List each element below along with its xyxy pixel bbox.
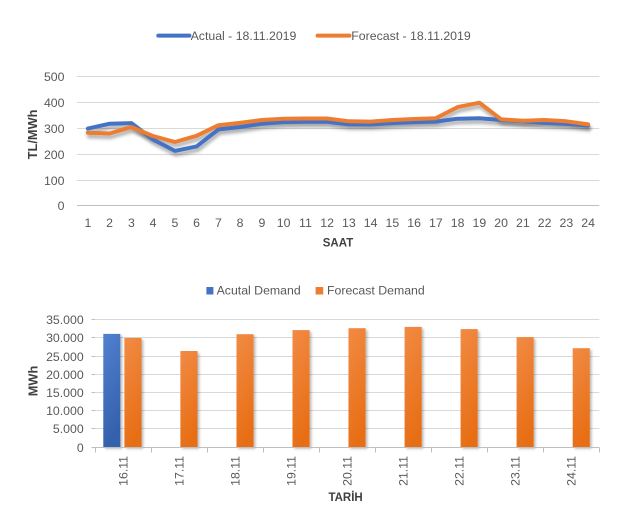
svg-text:Actual - 18.11.2019: Actual - 18.11.2019 bbox=[191, 29, 297, 43]
svg-text:9: 9 bbox=[258, 216, 265, 230]
svg-text:MWh: MWh bbox=[26, 366, 41, 397]
svg-text:200: 200 bbox=[44, 148, 65, 162]
svg-text:SAAT: SAAT bbox=[323, 238, 353, 250]
svg-text:24: 24 bbox=[581, 216, 595, 230]
svg-text:400: 400 bbox=[44, 96, 65, 110]
svg-text:23.11: 23.11 bbox=[509, 456, 523, 486]
svg-text:22: 22 bbox=[538, 216, 552, 230]
svg-text:Forecast Demand: Forecast Demand bbox=[327, 284, 425, 298]
svg-text:19.11: 19.11 bbox=[284, 456, 298, 486]
svg-text:6: 6 bbox=[193, 216, 200, 230]
svg-text:25.000: 25.000 bbox=[46, 350, 84, 364]
svg-text:30.000: 30.000 bbox=[46, 331, 84, 345]
svg-text:20.000: 20.000 bbox=[46, 368, 84, 382]
svg-text:18: 18 bbox=[451, 216, 465, 230]
svg-text:17.11: 17.11 bbox=[172, 456, 186, 486]
svg-text:TL/MWh: TL/MWh bbox=[25, 109, 40, 159]
svg-text:7: 7 bbox=[215, 216, 222, 230]
svg-text:21: 21 bbox=[516, 216, 530, 230]
svg-text:15.000: 15.000 bbox=[46, 386, 84, 400]
svg-text:18.11: 18.11 bbox=[228, 456, 242, 486]
svg-text:0: 0 bbox=[58, 199, 65, 213]
svg-text:Acutal Demand: Acutal Demand bbox=[217, 284, 301, 298]
svg-text:TARİH: TARİH bbox=[328, 491, 362, 504]
svg-text:19: 19 bbox=[473, 216, 487, 230]
svg-text:0: 0 bbox=[77, 441, 84, 455]
svg-text:14: 14 bbox=[364, 216, 378, 230]
svg-text:15: 15 bbox=[386, 216, 400, 230]
svg-text:35.000: 35.000 bbox=[46, 313, 84, 327]
svg-text:5.000: 5.000 bbox=[53, 422, 84, 436]
svg-text:1: 1 bbox=[84, 216, 91, 230]
svg-text:23: 23 bbox=[560, 216, 574, 230]
svg-text:10.000: 10.000 bbox=[46, 404, 84, 418]
svg-text:13: 13 bbox=[342, 216, 356, 230]
svg-text:12: 12 bbox=[320, 216, 334, 230]
svg-text:500: 500 bbox=[44, 70, 65, 84]
svg-text:10: 10 bbox=[277, 216, 291, 230]
svg-text:3: 3 bbox=[128, 216, 135, 230]
svg-text:5: 5 bbox=[171, 216, 178, 230]
svg-text:11: 11 bbox=[299, 216, 312, 230]
svg-text:20.11: 20.11 bbox=[340, 456, 354, 486]
svg-text:2: 2 bbox=[106, 216, 113, 230]
svg-text:17: 17 bbox=[429, 216, 443, 230]
svg-text:20: 20 bbox=[494, 216, 508, 230]
svg-text:300: 300 bbox=[44, 122, 65, 136]
svg-text:21.11: 21.11 bbox=[397, 456, 411, 486]
svg-text:Forecast - 18.11.2019: Forecast - 18.11.2019 bbox=[351, 29, 471, 43]
svg-text:16: 16 bbox=[407, 216, 421, 230]
svg-text:4: 4 bbox=[150, 216, 157, 230]
svg-text:16.11: 16.11 bbox=[116, 456, 130, 486]
svg-text:8: 8 bbox=[237, 216, 244, 230]
svg-text:100: 100 bbox=[44, 174, 65, 188]
svg-text:24.11: 24.11 bbox=[565, 456, 579, 486]
svg-text:22.11: 22.11 bbox=[453, 456, 467, 486]
